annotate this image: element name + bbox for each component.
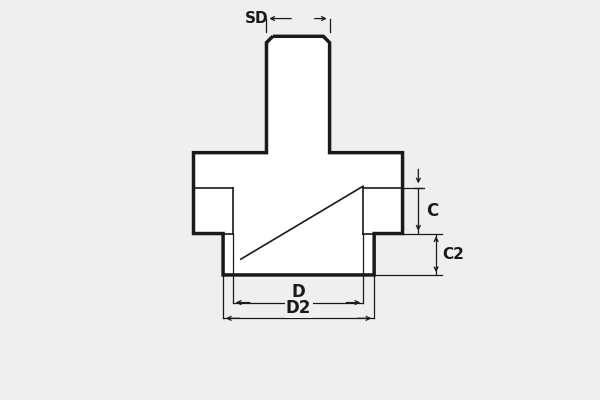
Text: D: D [291, 283, 305, 301]
Text: SD: SD [245, 11, 268, 26]
Text: D2: D2 [286, 299, 311, 317]
Text: C: C [426, 202, 439, 220]
Text: C2: C2 [442, 247, 464, 262]
Polygon shape [193, 36, 403, 275]
